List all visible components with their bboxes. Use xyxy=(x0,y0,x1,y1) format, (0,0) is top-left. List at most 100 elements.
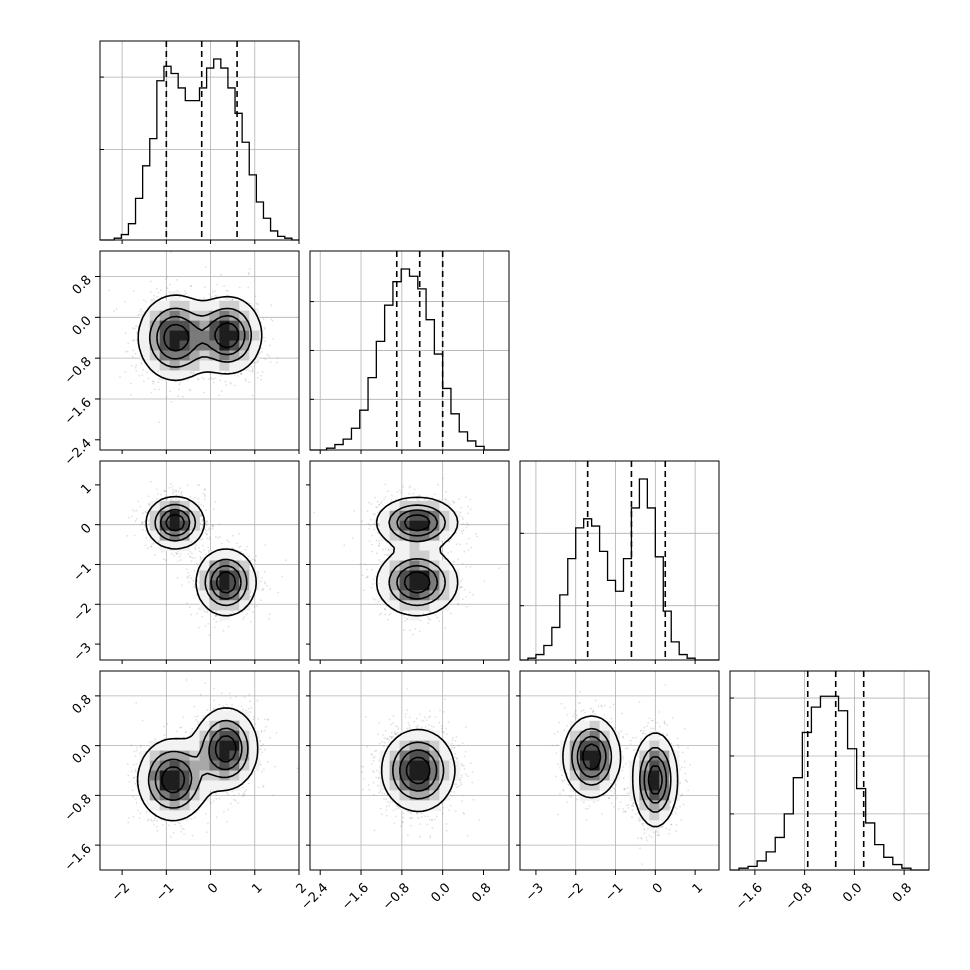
panel-frame xyxy=(309,460,510,661)
sample-point xyxy=(261,577,263,579)
sample-point xyxy=(261,347,264,350)
sample-point xyxy=(270,304,272,307)
sample-point xyxy=(460,586,463,589)
sample-point xyxy=(147,520,150,522)
sample-point xyxy=(150,545,153,548)
sample-point xyxy=(170,498,172,501)
density-cell xyxy=(419,600,430,611)
sample-point xyxy=(462,529,465,532)
sample-point xyxy=(170,552,173,555)
sample-point xyxy=(186,602,189,604)
sample-point xyxy=(175,489,177,492)
sample-point xyxy=(247,782,250,785)
sample-point xyxy=(374,598,377,601)
sample-point xyxy=(472,593,475,596)
sample-point xyxy=(252,558,254,561)
sample-point xyxy=(145,301,147,303)
sample-point xyxy=(231,547,234,550)
sample-point xyxy=(264,718,267,721)
sample-point xyxy=(158,388,161,391)
sample-point xyxy=(153,294,155,297)
sample-point xyxy=(190,541,193,544)
sample-point xyxy=(165,396,168,399)
sample-point xyxy=(206,537,209,540)
sample-point xyxy=(127,516,130,519)
sample-point xyxy=(132,339,134,342)
sample-point xyxy=(438,620,441,623)
sample-point xyxy=(148,504,150,506)
sample-point xyxy=(418,494,421,497)
sample-point xyxy=(384,613,387,616)
sample-point xyxy=(247,286,250,289)
sample-point xyxy=(416,498,419,501)
sample-point xyxy=(135,325,137,328)
sample-point xyxy=(119,376,121,378)
sample-point xyxy=(191,557,194,559)
sample-point xyxy=(147,495,150,498)
density-cell xyxy=(389,600,400,611)
sample-point xyxy=(236,542,239,545)
sample-point xyxy=(469,566,472,568)
sample-point xyxy=(268,618,270,620)
sample-point xyxy=(406,618,408,620)
density-cell xyxy=(229,360,240,371)
sample-point xyxy=(229,381,232,384)
sample-point xyxy=(343,544,346,547)
density-cell xyxy=(389,580,400,591)
density-cell xyxy=(219,340,230,351)
sample-point xyxy=(400,491,402,494)
sample-point xyxy=(126,534,129,537)
sample-point xyxy=(256,605,259,608)
sample-point xyxy=(196,484,199,486)
sample-point xyxy=(206,521,208,523)
density-cell xyxy=(159,510,171,522)
density-cell xyxy=(399,530,410,541)
sample-point xyxy=(225,289,228,292)
sample-point xyxy=(281,575,284,578)
sample-point xyxy=(108,289,111,292)
sample-point xyxy=(188,606,191,609)
sample-point xyxy=(448,540,451,543)
sample-point xyxy=(369,524,372,527)
sample-point xyxy=(190,285,193,288)
sample-point xyxy=(256,308,259,311)
sample-point xyxy=(268,613,271,616)
sample-point xyxy=(445,490,448,493)
density-cell xyxy=(219,360,230,371)
sample-point xyxy=(483,580,486,583)
sample-point xyxy=(213,687,215,690)
contour-level-3 xyxy=(403,514,431,594)
sample-point xyxy=(184,290,186,293)
sample-point xyxy=(215,798,218,800)
sample-point xyxy=(208,634,211,637)
density-cell xyxy=(239,320,250,331)
sample-point xyxy=(262,587,264,590)
sample-point xyxy=(378,613,381,616)
sample-point xyxy=(178,388,180,391)
sample-point xyxy=(214,535,217,538)
sample-point xyxy=(203,296,205,299)
sample-point xyxy=(150,280,152,283)
sample-point xyxy=(192,579,195,582)
density-cell xyxy=(169,370,180,381)
density-cell xyxy=(399,600,410,611)
density-cell xyxy=(439,590,450,601)
sample-point xyxy=(387,553,390,556)
density-cell xyxy=(429,520,440,532)
sample-point xyxy=(126,350,129,353)
panel-frame xyxy=(309,250,510,451)
sample-point xyxy=(151,543,154,546)
sample-point xyxy=(185,679,188,681)
sample-point xyxy=(255,302,258,305)
sample-point xyxy=(171,497,174,500)
sample-point xyxy=(216,283,219,286)
sample-point xyxy=(133,339,135,342)
sample-point xyxy=(169,483,172,485)
sample-point xyxy=(203,391,206,394)
sample-point xyxy=(200,514,203,517)
sample-point xyxy=(461,516,464,519)
density-cell xyxy=(169,340,180,351)
sample-point xyxy=(190,284,192,287)
sample-point xyxy=(389,612,392,615)
histogram-panel-1 xyxy=(309,250,510,451)
